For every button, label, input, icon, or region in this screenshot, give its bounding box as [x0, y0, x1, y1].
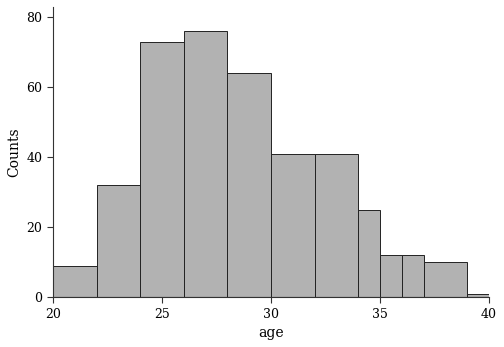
Bar: [314, 154, 358, 297]
Bar: [271, 154, 314, 297]
Bar: [140, 42, 184, 297]
Bar: [380, 255, 402, 297]
Y-axis label: Counts: Counts: [7, 127, 21, 177]
Bar: [424, 262, 467, 297]
Bar: [467, 294, 489, 297]
Bar: [184, 32, 227, 297]
Bar: [97, 185, 140, 297]
Bar: [53, 265, 97, 297]
Bar: [358, 210, 380, 297]
Bar: [402, 255, 424, 297]
Bar: [227, 73, 271, 297]
X-axis label: age: age: [258, 326, 284, 340]
